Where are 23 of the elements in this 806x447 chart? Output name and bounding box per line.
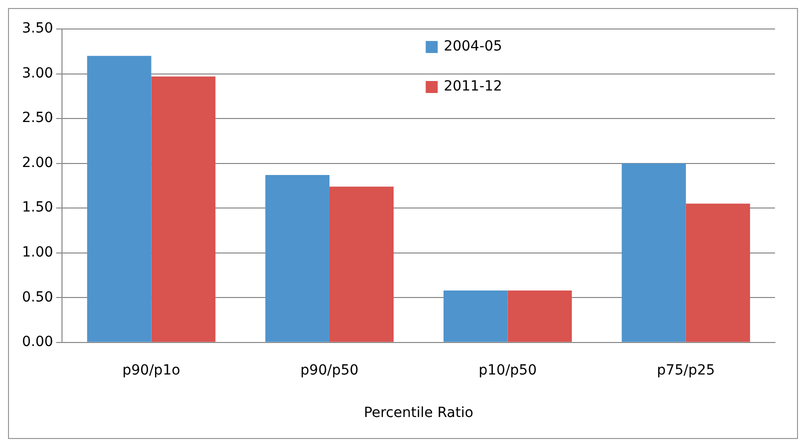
bar	[151, 76, 216, 342]
y-tick-label: 2.00	[22, 154, 54, 171]
y-tick-label: 3.00	[22, 65, 54, 82]
bar	[622, 163, 686, 342]
bar	[265, 174, 330, 342]
bar	[508, 290, 572, 342]
y-tick-label: 1.00	[22, 244, 54, 260]
x-tick-label: p10/p50	[478, 362, 537, 378]
bar	[686, 204, 750, 342]
x-axis-title: Percentile Ratio	[364, 405, 474, 422]
y-tick-label: 3.50	[22, 20, 54, 37]
y-tick-label: 0.50	[22, 289, 54, 306]
bar	[329, 186, 394, 342]
x-tick-label: p90/p50	[300, 362, 359, 378]
y-tick-label: 2.50	[22, 110, 54, 126]
x-tick-label: p75/p25	[656, 362, 715, 378]
y-tick-label: 1.50	[22, 200, 54, 216]
bar	[444, 290, 508, 342]
y-tick-label: 0.00	[22, 334, 54, 350]
x-tick-label: p90/p1o	[122, 362, 180, 378]
legend-label: 2004-05	[444, 38, 502, 55]
legend-label: 2011-12	[444, 78, 502, 95]
bar	[87, 56, 152, 342]
